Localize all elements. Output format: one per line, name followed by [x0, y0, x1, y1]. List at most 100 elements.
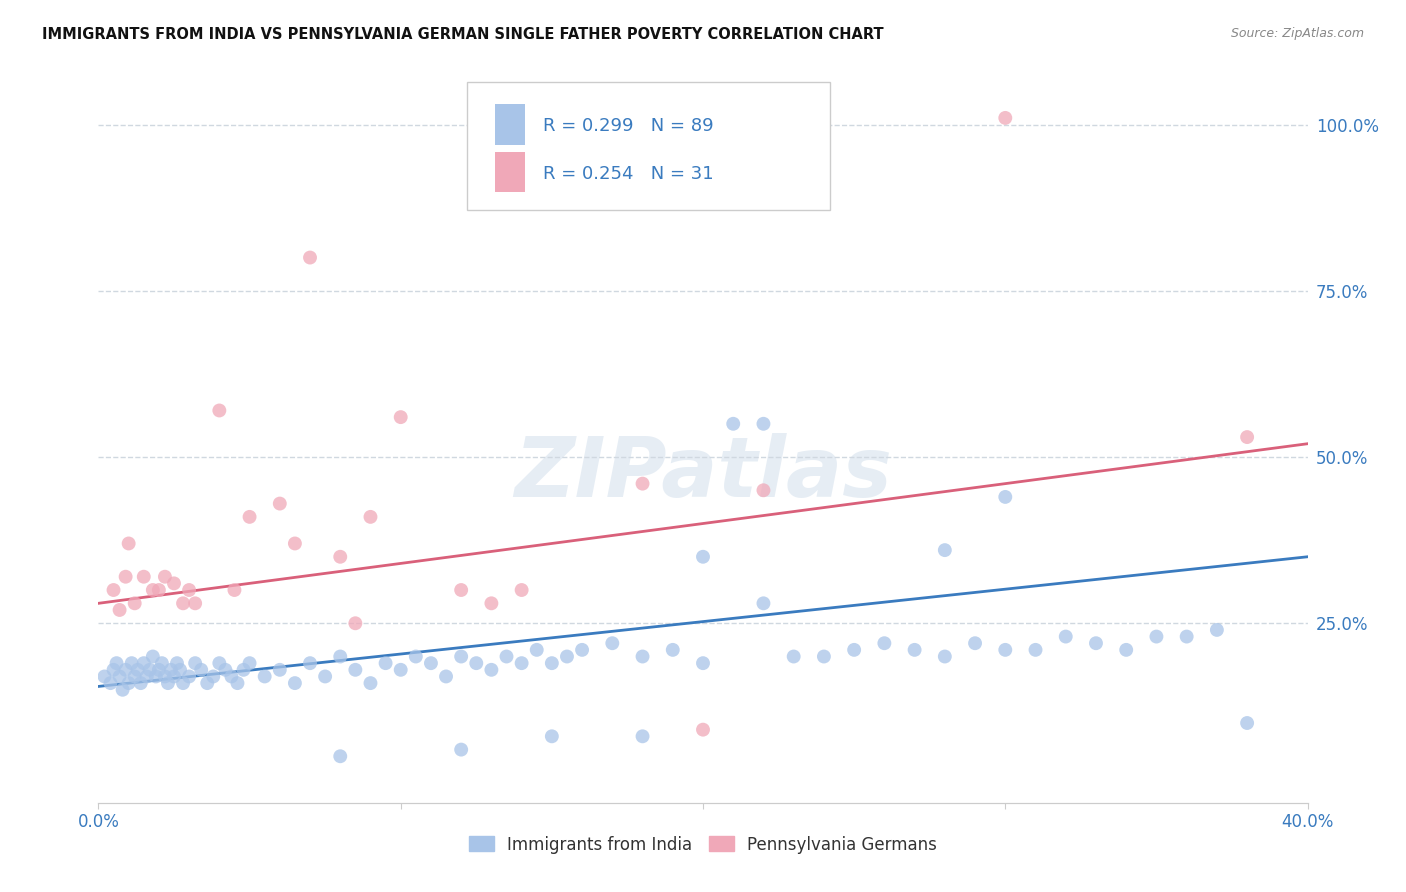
- Point: [124, 669, 146, 683]
- Point: [114, 663, 136, 677]
- Point: [118, 536, 141, 550]
- Point: [153, 570, 176, 584]
- Point: [145, 669, 167, 683]
- Point: [108, 603, 131, 617]
- Point: [1175, 630, 1198, 644]
- Legend: Immigrants from India, Pennsylvania Germans: Immigrants from India, Pennsylvania Germ…: [463, 829, 943, 860]
- Point: [420, 656, 443, 670]
- Point: [124, 596, 146, 610]
- Point: [692, 656, 714, 670]
- Point: [184, 596, 207, 610]
- Text: IMMIGRANTS FROM INDIA VS PENNSYLVANIA GERMAN SINGLE FATHER POVERTY CORRELATION C: IMMIGRANTS FROM INDIA VS PENNSYLVANIA GE…: [42, 27, 884, 42]
- Point: [904, 643, 927, 657]
- Point: [221, 669, 243, 683]
- Point: [253, 669, 276, 683]
- Point: [1144, 630, 1167, 644]
- Point: [481, 663, 503, 677]
- FancyBboxPatch shape: [495, 152, 526, 192]
- Point: [934, 649, 956, 664]
- Point: [135, 669, 157, 683]
- Point: [284, 676, 307, 690]
- Point: [602, 636, 624, 650]
- Point: [329, 749, 352, 764]
- Point: [214, 663, 236, 677]
- Point: [360, 509, 382, 524]
- Point: [148, 582, 170, 597]
- Point: [100, 676, 122, 690]
- Text: ZIPatlas: ZIPatlas: [515, 434, 891, 514]
- Point: [179, 669, 201, 683]
- Point: [752, 417, 775, 431]
- Point: [723, 417, 745, 431]
- Text: R = 0.299   N = 89: R = 0.299 N = 89: [543, 117, 714, 135]
- Point: [360, 676, 382, 690]
- Point: [844, 643, 866, 657]
- Point: [239, 509, 262, 524]
- Point: [153, 669, 176, 683]
- Point: [1115, 643, 1137, 657]
- Point: [329, 649, 352, 664]
- Point: [190, 663, 212, 677]
- Point: [873, 636, 896, 650]
- Point: [389, 663, 412, 677]
- Point: [994, 643, 1017, 657]
- Point: [132, 656, 155, 670]
- Point: [118, 676, 141, 690]
- Point: [103, 582, 125, 597]
- Point: [195, 676, 218, 690]
- Point: [142, 649, 165, 664]
- Point: [163, 669, 186, 683]
- Point: [156, 676, 179, 690]
- Point: [179, 582, 201, 597]
- Point: [329, 549, 352, 564]
- Point: [139, 663, 162, 677]
- Point: [224, 582, 246, 597]
- Point: [150, 656, 173, 670]
- Point: [571, 643, 593, 657]
- Point: [631, 649, 654, 664]
- Point: [169, 663, 191, 677]
- Point: [1054, 630, 1077, 644]
- Point: [1206, 623, 1229, 637]
- Point: [184, 656, 207, 670]
- Point: [103, 663, 125, 677]
- Point: [374, 656, 396, 670]
- FancyBboxPatch shape: [495, 104, 526, 145]
- Point: [994, 490, 1017, 504]
- Point: [450, 649, 472, 664]
- Point: [495, 649, 517, 664]
- Point: [148, 663, 170, 677]
- Point: [540, 656, 562, 670]
- Point: [284, 536, 307, 550]
- Point: [172, 676, 194, 690]
- Point: [934, 543, 956, 558]
- Point: [299, 656, 322, 670]
- Point: [752, 596, 775, 610]
- Point: [121, 656, 143, 670]
- Point: [108, 669, 131, 683]
- Text: Source: ZipAtlas.com: Source: ZipAtlas.com: [1230, 27, 1364, 40]
- Point: [540, 729, 562, 743]
- Point: [692, 723, 714, 737]
- Point: [239, 656, 262, 670]
- Point: [142, 582, 165, 597]
- Point: [631, 729, 654, 743]
- Point: [510, 656, 533, 670]
- Point: [1236, 716, 1258, 731]
- Point: [114, 570, 136, 584]
- Point: [555, 649, 578, 664]
- Point: [631, 476, 654, 491]
- Point: [1085, 636, 1108, 650]
- Point: [405, 649, 427, 664]
- Point: [389, 410, 412, 425]
- Point: [299, 251, 322, 265]
- Point: [166, 656, 188, 670]
- Point: [269, 663, 291, 677]
- Point: [208, 403, 231, 417]
- Point: [129, 676, 152, 690]
- Point: [965, 636, 987, 650]
- Point: [269, 497, 291, 511]
- Point: [994, 111, 1017, 125]
- Point: [1024, 643, 1046, 657]
- Point: [752, 483, 775, 498]
